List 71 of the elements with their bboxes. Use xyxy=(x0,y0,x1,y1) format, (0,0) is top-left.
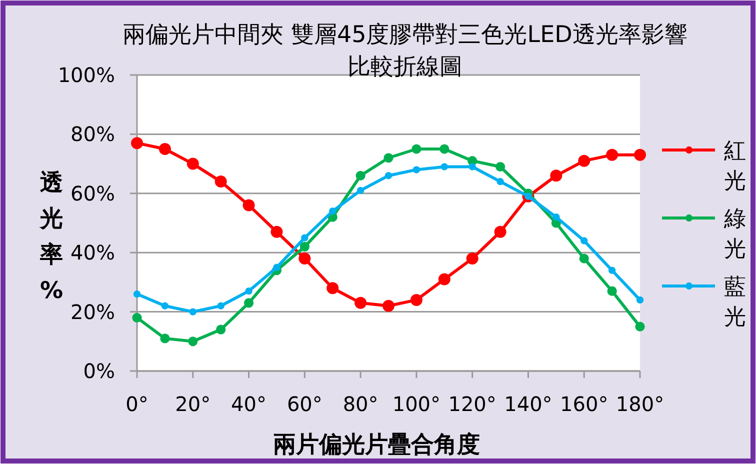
x-tick-label: 100° xyxy=(392,392,441,416)
point xyxy=(161,302,169,310)
y-tick-label: 100% xyxy=(58,63,115,87)
point xyxy=(384,172,392,180)
point xyxy=(298,252,311,265)
point xyxy=(606,148,618,161)
point xyxy=(438,273,450,286)
point xyxy=(242,199,255,212)
y-tick-label: 80% xyxy=(70,122,115,146)
point xyxy=(245,287,252,295)
point xyxy=(412,166,420,174)
point xyxy=(216,324,226,334)
point xyxy=(217,302,224,310)
x-tick-label: 80° xyxy=(342,392,378,416)
point xyxy=(634,148,646,161)
point xyxy=(384,153,394,163)
point xyxy=(326,282,339,294)
legend-label: 藍光 xyxy=(724,275,746,330)
point xyxy=(552,213,560,221)
point xyxy=(550,170,562,182)
point xyxy=(131,137,143,150)
x-axis-title: 兩片偏光片疊合角度 xyxy=(273,431,480,458)
x-tick-label: 160° xyxy=(560,392,608,416)
point xyxy=(412,144,422,154)
point xyxy=(300,242,310,252)
point xyxy=(214,176,227,188)
point xyxy=(608,266,616,274)
x-tick-label: 0° xyxy=(126,392,148,416)
point xyxy=(440,163,448,170)
point xyxy=(578,154,590,167)
x-tick-label: 140° xyxy=(504,392,552,416)
point xyxy=(133,290,141,298)
point xyxy=(356,170,366,180)
point xyxy=(354,296,367,309)
point xyxy=(382,300,394,312)
y-axis-title: 透光率% xyxy=(39,170,64,304)
x-tick-label: 120° xyxy=(448,392,496,416)
point xyxy=(410,294,422,306)
legend-label: 紅光 xyxy=(724,139,746,194)
point xyxy=(495,162,506,172)
point xyxy=(189,308,196,316)
point xyxy=(494,226,506,238)
point xyxy=(186,158,199,170)
point xyxy=(158,143,171,155)
point xyxy=(356,186,364,194)
point xyxy=(329,208,336,215)
legend-label: 綠光 xyxy=(723,207,746,262)
x-tick-label: 20° xyxy=(175,392,211,416)
point xyxy=(466,252,478,265)
point xyxy=(607,286,617,296)
point xyxy=(636,296,644,304)
point xyxy=(579,254,589,264)
point xyxy=(301,234,308,242)
point xyxy=(496,178,504,186)
x-tick-label: 40° xyxy=(231,392,267,416)
point xyxy=(244,298,254,308)
point xyxy=(468,163,476,170)
point xyxy=(270,226,283,238)
point xyxy=(273,264,280,271)
point xyxy=(188,336,198,346)
y-tick-label: 60% xyxy=(70,181,115,206)
point xyxy=(160,334,170,344)
x-tick-label: 60° xyxy=(286,392,322,416)
point xyxy=(440,144,450,154)
y-tick-label: 0% xyxy=(83,359,115,383)
y-tick-label: 40% xyxy=(70,240,115,265)
y-tick-label: 20% xyxy=(70,300,115,324)
title: 兩偏光片中間夾 雙層45度膠帶對三色光LED透光率影響比較折線圖 xyxy=(122,22,688,80)
point xyxy=(580,237,588,244)
x-tick-label: 180° xyxy=(616,392,664,416)
point xyxy=(635,322,645,332)
